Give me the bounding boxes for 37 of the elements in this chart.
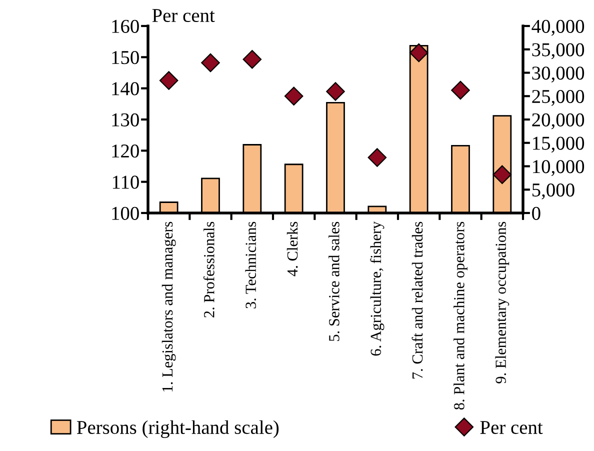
x-tick-label: 7. Craft and related trades bbox=[412, 222, 423, 379]
point bbox=[451, 80, 470, 100]
x-tick-label: 3. Technicians bbox=[245, 222, 256, 308]
legend-label: Per cent bbox=[480, 421, 543, 434]
x-tick-label: 1. Legislators and managers bbox=[162, 222, 176, 392]
y-tick-label: 150 bbox=[112, 50, 139, 64]
y-axis-title: Per cent bbox=[152, 9, 215, 22]
y-tick-label: 160 bbox=[112, 20, 139, 33]
x-tick-label: 5. Service and sales bbox=[328, 222, 340, 341]
point bbox=[284, 86, 304, 106]
legend-label: Persons (right-hand scale) bbox=[76, 420, 279, 438]
point bbox=[159, 71, 178, 90]
y2-tick-label: 25,000 bbox=[532, 90, 584, 106]
y2-tick-label: 20,000 bbox=[532, 113, 584, 130]
y-tick-label: 130 bbox=[112, 113, 139, 126]
point bbox=[409, 43, 428, 62]
y2-tick-label: 0 bbox=[532, 206, 540, 220]
point bbox=[368, 148, 387, 167]
y-tick-label: 110 bbox=[112, 176, 139, 189]
x-tick-label: 9. Elementary occupations bbox=[495, 222, 510, 384]
point bbox=[242, 50, 262, 69]
y2-tick-label: 5,000 bbox=[532, 183, 574, 200]
y2-tick-label: 15,000 bbox=[533, 136, 584, 153]
y-tick-label: 120 bbox=[112, 144, 139, 158]
x-tick-label: 4. Clerks bbox=[286, 222, 298, 276]
x-tick-label: 2. Professionals bbox=[203, 222, 214, 318]
y-tick-label: 140 bbox=[112, 82, 139, 96]
x-tick-label: 8. Plant and machine operators bbox=[454, 222, 468, 410]
y2-tick-label: 35,000 bbox=[532, 43, 584, 60]
y2-tick-label: 40,000 bbox=[532, 20, 584, 36]
point bbox=[492, 165, 512, 184]
point bbox=[326, 82, 345, 101]
x-tick-label: 6. Agriculture, fishery bbox=[370, 221, 384, 356]
point bbox=[201, 53, 220, 72]
y2-tick-label: 30,000 bbox=[532, 66, 584, 82]
y2-tick-label: 10,000 bbox=[533, 160, 584, 176]
y-tick-label: 100 bbox=[112, 206, 139, 220]
